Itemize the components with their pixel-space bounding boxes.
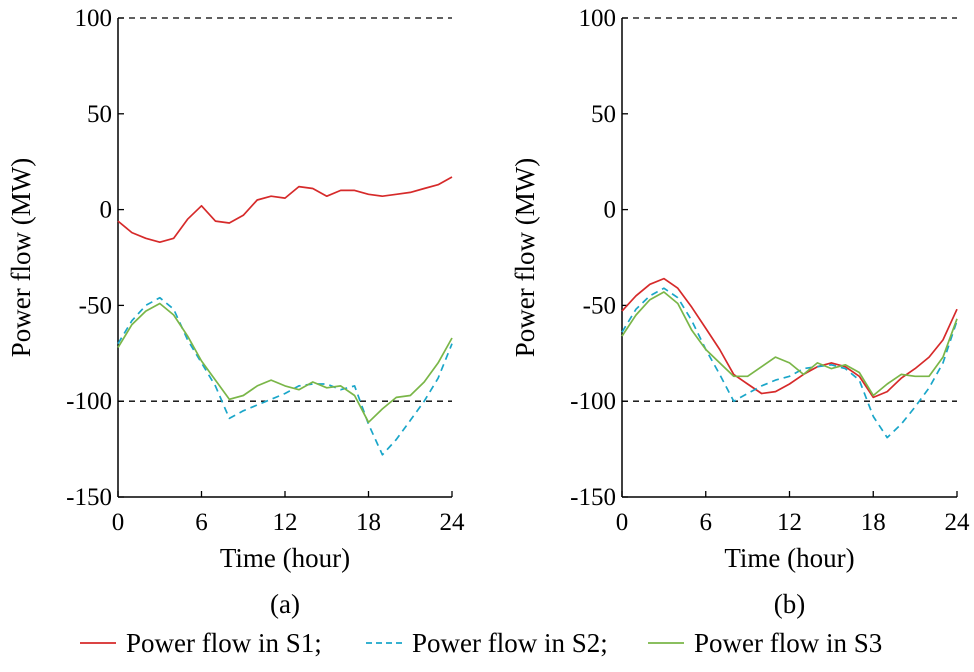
series-line-2 xyxy=(117,296,453,456)
y-tick-label: -50 xyxy=(79,292,112,319)
y-tick-label: -100 xyxy=(570,388,616,415)
x-tick-label: 12 xyxy=(777,509,802,536)
legend-label-2: Power flow in S2; xyxy=(412,628,608,658)
y-tick-label: -150 xyxy=(570,484,616,511)
y-tick-label: 100 xyxy=(579,5,617,32)
panel-label: (a) xyxy=(270,589,300,619)
series-line-1 xyxy=(117,176,453,244)
legend-label-1: Power flow in S1; xyxy=(126,628,322,658)
x-tick-label: 18 xyxy=(356,509,381,536)
x-tick-label: 0 xyxy=(616,509,629,536)
y-tick-label: 50 xyxy=(591,101,616,128)
x-tick-label: 24 xyxy=(440,509,466,536)
y-tick-label: -100 xyxy=(66,388,112,415)
x-axis-label: Time (hour) xyxy=(220,543,350,573)
legend: Power flow in S1; Power flow in S2; Power … xyxy=(80,628,882,658)
x-tick-label: 6 xyxy=(700,509,713,536)
x-tick-label: 6 xyxy=(195,509,208,536)
x-tick-label: 18 xyxy=(861,509,886,536)
x-axis-label: Time (hour) xyxy=(724,543,854,573)
legend-label-3: Power flow in S3 xyxy=(694,628,882,658)
series-line-1 xyxy=(621,277,958,399)
series-line-3 xyxy=(621,291,958,397)
y-tick-label: 100 xyxy=(75,5,113,32)
x-tick-label: 24 xyxy=(945,509,971,536)
series-line-2 xyxy=(621,287,958,439)
panel-label: (b) xyxy=(774,589,805,619)
x-tick-label: 0 xyxy=(112,509,125,536)
y-axis-label: Power flow (MW) xyxy=(6,158,36,357)
x-tick-label: 12 xyxy=(273,509,298,536)
y-tick-label: -150 xyxy=(66,484,112,511)
y-tick-label: 0 xyxy=(100,197,113,224)
y-tick-label: 50 xyxy=(87,101,112,128)
series-line-3 xyxy=(117,302,453,424)
y-tick-label: 0 xyxy=(604,197,617,224)
y-axis-label: Power flow (MW) xyxy=(510,158,540,357)
y-tick-label: -50 xyxy=(583,292,616,319)
